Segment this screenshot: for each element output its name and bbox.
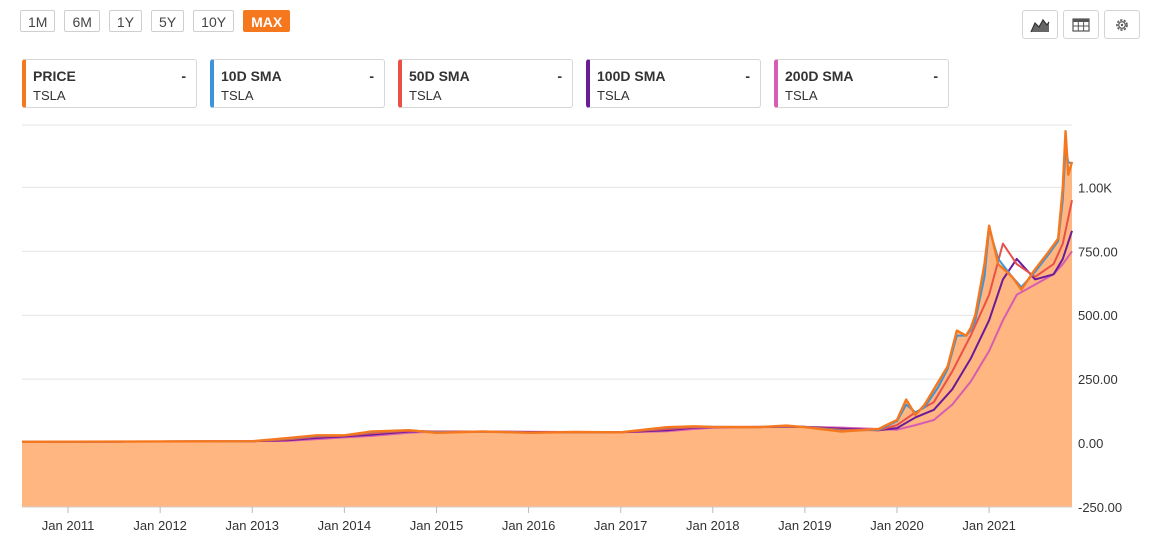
gear-icon (1116, 18, 1128, 31)
area-chart-icon (1030, 18, 1050, 32)
legend-symbol: TSLA (409, 88, 442, 103)
y-tick-label: 250.00 (1078, 372, 1118, 387)
range-1y-button[interactable]: 1Y (108, 10, 143, 32)
y-tick-label: 0.00 (1078, 436, 1103, 451)
legend-series-name: 10D SMA (221, 68, 282, 84)
series-line-price (21, 129, 1074, 444)
series-legend: PRICE TSLA - 10D SMA TSLA - 50D SMA TSLA… (22, 59, 949, 108)
legend-value: - (745, 68, 750, 84)
legend-value: - (181, 68, 186, 84)
legend-series-name: 200D SMA (785, 68, 854, 84)
legend-card-10d-sma[interactable]: 10D SMA TSLA - (210, 59, 385, 108)
price-area (22, 131, 1072, 507)
x-tick-label: Jan 2021 (962, 518, 1016, 533)
series-line-50d-sma (21, 199, 1073, 443)
legend-symbol: TSLA (785, 88, 818, 103)
x-tick-label: Jan 2013 (226, 518, 280, 533)
x-tick-label: Jan 2015 (410, 518, 464, 533)
range-10y-button[interactable]: 10Y (193, 10, 235, 32)
chart-toolbar (1022, 10, 1140, 39)
x-tick-label: Jan 2020 (870, 518, 924, 533)
x-tick-label: Jan 2018 (686, 518, 740, 533)
x-tick-label: Jan 2011 (42, 518, 95, 533)
table-view-button[interactable] (1063, 10, 1099, 39)
legend-series-name: 50D SMA (409, 68, 470, 84)
series-line-100d-sma (21, 230, 1073, 443)
range-1m-button[interactable]: 1M (20, 10, 56, 32)
x-tick-label: Jan 2016 (502, 518, 556, 533)
legend-card-200d-sma[interactable]: 200D SMA TSLA - (774, 59, 949, 108)
legend-value: - (933, 68, 938, 84)
legend-value: - (557, 68, 562, 84)
range-5y-button[interactable]: 5Y (151, 10, 185, 32)
legend-series-name: 100D SMA (597, 68, 666, 84)
chart-type-button[interactable] (1022, 10, 1058, 39)
settings-button[interactable] (1104, 10, 1140, 39)
range-6m-button[interactable]: 6M (64, 10, 100, 32)
legend-card-price[interactable]: PRICE TSLA - (22, 59, 197, 108)
legend-value: - (369, 68, 374, 84)
x-tick-label: Jan 2017 (594, 518, 648, 533)
legend-series-name: PRICE (33, 68, 76, 84)
y-tick-label: 750.00 (1078, 244, 1118, 259)
table-icon (1072, 17, 1090, 32)
x-tick-label: Jan 2012 (133, 518, 187, 533)
x-tick-label: Jan 2014 (318, 518, 372, 533)
legend-symbol: TSLA (597, 88, 630, 103)
y-tick-label: 1.00K (1078, 180, 1112, 195)
y-tick-label: 500.00 (1078, 308, 1118, 323)
y-tick-label: -250.00 (1078, 500, 1122, 515)
legend-card-100d-sma[interactable]: 100D SMA TSLA - (586, 59, 761, 108)
legend-card-50d-sma[interactable]: 50D SMA TSLA - (398, 59, 573, 108)
legend-symbol: TSLA (33, 88, 66, 103)
series-line-10d-sma (21, 148, 1073, 443)
range-selector: 1M 6M 1Y 5Y 10Y MAX (20, 10, 291, 32)
range-max-button[interactable]: MAX (243, 10, 291, 32)
x-tick-label: Jan 2019 (778, 518, 832, 533)
legend-symbol: TSLA (221, 88, 254, 103)
